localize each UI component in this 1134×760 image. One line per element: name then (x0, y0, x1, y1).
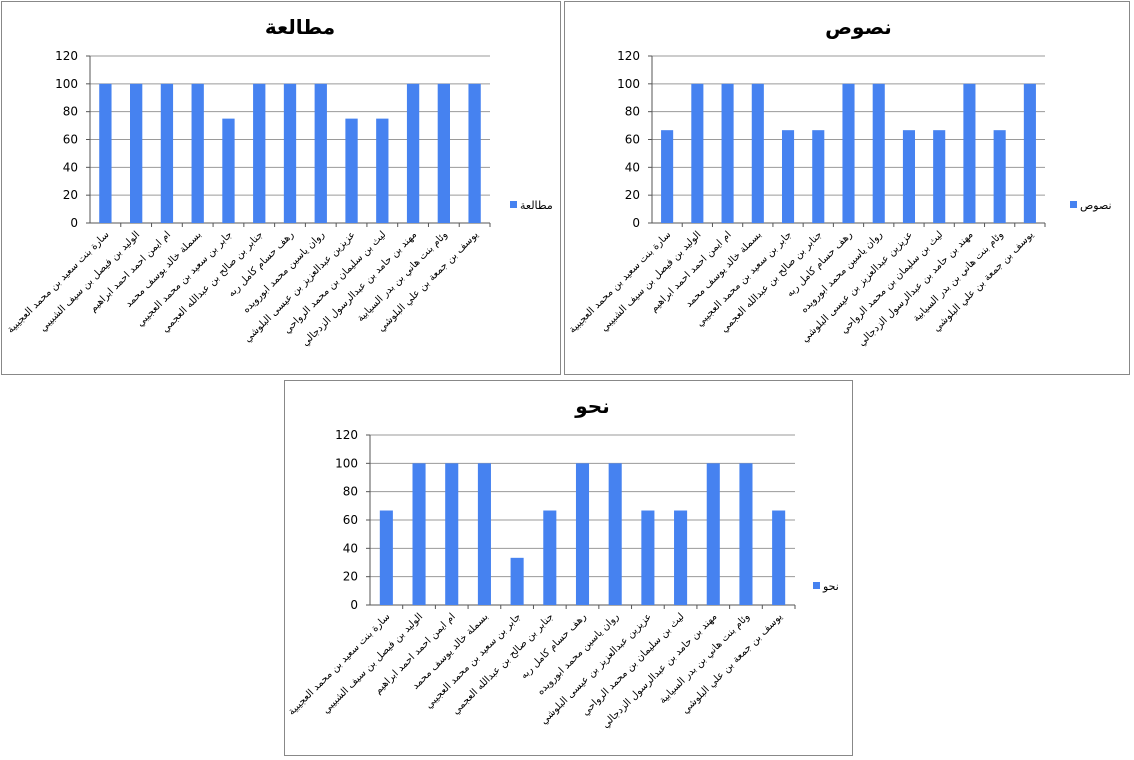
y-tick-label: 120 (335, 428, 358, 442)
bar (963, 83, 976, 223)
x-tick-label: عزيزين عبدالعزيز بن عيسى البلوشي (242, 229, 357, 344)
bar (510, 557, 524, 605)
bar (751, 83, 764, 223)
bar (253, 83, 266, 223)
x-tick-label: مهند بن حامد بن عبدالرسول الزدجالي (300, 229, 419, 348)
bar (191, 83, 204, 223)
legend-swatch (510, 201, 517, 208)
x-tick-label: عزيزين عبدالعزيز بن عيسى البلوشي (800, 229, 915, 344)
legend-label: نحو (822, 580, 839, 593)
y-tick-label: 20 (343, 570, 358, 584)
bar (842, 83, 855, 223)
bar (781, 130, 795, 223)
bar (445, 463, 459, 605)
bar (543, 510, 557, 605)
y-tick-label: 0 (70, 216, 78, 230)
bar (706, 463, 720, 605)
y-tick-label: 80 (343, 485, 358, 499)
y-tick-label: 100 (617, 77, 640, 91)
bar (99, 83, 112, 223)
y-tick-label: 60 (343, 513, 358, 527)
bar (437, 83, 450, 223)
chart-nahw: نحو 0 20 40 60 80 100 120 سارة بنت سعيد بن محمد … (284, 380, 853, 756)
bar (477, 463, 491, 605)
bar (812, 130, 825, 223)
bar (674, 510, 688, 605)
chart-title: نصوص (825, 15, 892, 39)
bar (872, 83, 885, 223)
bar (160, 83, 174, 223)
y-tick-label: 80 (625, 105, 640, 119)
bar (608, 463, 622, 605)
bar (468, 83, 481, 223)
bar (933, 130, 946, 223)
y-tick-label: 80 (63, 105, 78, 119)
legend-label: نصوص (1080, 199, 1112, 212)
bar (641, 510, 655, 605)
bar (772, 510, 786, 605)
chart-title: نحو (574, 394, 609, 418)
y-tick-label: 40 (343, 541, 358, 555)
bar (993, 130, 1006, 223)
bar (661, 130, 674, 223)
chart-title: مطالعة (265, 15, 335, 39)
bar (412, 463, 426, 605)
y-tick-label: 120 (617, 49, 640, 63)
bar (376, 118, 389, 223)
y-tick-label: 60 (63, 133, 78, 147)
y-tick-label: 0 (632, 216, 640, 230)
legend-swatch (813, 582, 820, 589)
bar (721, 83, 734, 223)
y-tick-label: 40 (63, 160, 78, 174)
chart-mutalaa: مطالعة 0 20 40 60 80 100 120 سارة بنت سعيد بن مح… (1, 1, 561, 375)
bar (1023, 83, 1036, 223)
bar (130, 83, 143, 223)
y-tick-label: 20 (625, 188, 640, 202)
bar (379, 510, 393, 605)
y-tick-label: 60 (625, 133, 640, 147)
y-tick-label: 100 (55, 77, 78, 91)
bar (222, 118, 235, 223)
bar (691, 83, 704, 223)
chart-nusus: نصوص 0 20 40 60 80 100 120 سارة بنت سعيد بن محمد… (564, 1, 1130, 375)
y-tick-label: 120 (55, 49, 78, 63)
y-tick-label: 100 (335, 456, 358, 470)
bar (345, 118, 358, 223)
bar (902, 130, 916, 223)
bar (314, 83, 327, 223)
y-tick-label: 20 (63, 188, 78, 202)
bar (739, 463, 753, 605)
legend-swatch (1070, 201, 1077, 208)
bar (406, 83, 420, 223)
bar (575, 463, 590, 605)
y-tick-label: 40 (625, 160, 640, 174)
legend-label: مطالعة (520, 199, 553, 212)
bar (283, 83, 297, 223)
y-tick-label: 0 (350, 598, 358, 612)
